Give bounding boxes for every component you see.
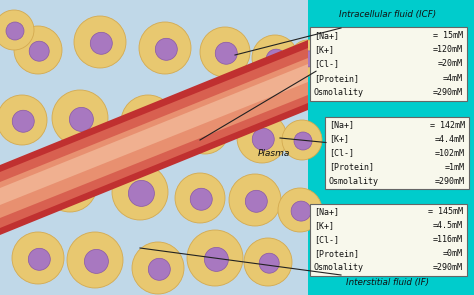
Circle shape bbox=[204, 248, 228, 271]
Circle shape bbox=[155, 38, 177, 60]
Circle shape bbox=[6, 22, 24, 40]
Circle shape bbox=[0, 10, 34, 50]
Circle shape bbox=[29, 41, 49, 61]
Polygon shape bbox=[0, 48, 308, 228]
Circle shape bbox=[244, 238, 292, 286]
FancyBboxPatch shape bbox=[325, 117, 469, 189]
Bar bbox=[308, 0, 474, 295]
Text: [K+]: [K+] bbox=[314, 222, 334, 230]
Circle shape bbox=[252, 35, 298, 81]
Polygon shape bbox=[0, 40, 308, 235]
Circle shape bbox=[67, 232, 123, 288]
Circle shape bbox=[291, 201, 311, 221]
Circle shape bbox=[301, 51, 317, 67]
Text: =116mM: =116mM bbox=[433, 235, 463, 245]
Circle shape bbox=[190, 188, 212, 210]
Circle shape bbox=[74, 16, 126, 68]
Text: =120mM: =120mM bbox=[433, 45, 463, 54]
Text: =290mM: =290mM bbox=[433, 88, 463, 97]
Text: [Na+]: [Na+] bbox=[314, 31, 339, 40]
Circle shape bbox=[195, 120, 217, 142]
Polygon shape bbox=[0, 58, 308, 218]
Circle shape bbox=[175, 173, 225, 223]
Text: = 15mM: = 15mM bbox=[433, 31, 463, 40]
Circle shape bbox=[128, 181, 155, 206]
Circle shape bbox=[28, 248, 50, 270]
Text: =290mM: =290mM bbox=[433, 263, 463, 273]
Circle shape bbox=[246, 190, 267, 212]
Text: =0mM: =0mM bbox=[443, 250, 463, 258]
Text: [Na+]: [Na+] bbox=[314, 207, 339, 217]
Text: =4.4mM: =4.4mM bbox=[435, 135, 465, 143]
Text: Osmolality: Osmolality bbox=[329, 176, 379, 186]
Circle shape bbox=[294, 132, 312, 150]
Circle shape bbox=[121, 95, 175, 149]
Text: = 145mM: = 145mM bbox=[428, 207, 463, 217]
Circle shape bbox=[237, 113, 287, 163]
Circle shape bbox=[69, 107, 93, 131]
Circle shape bbox=[229, 174, 281, 226]
Text: =4.5mM: =4.5mM bbox=[433, 222, 463, 230]
Circle shape bbox=[84, 249, 109, 273]
Text: =4mM: =4mM bbox=[443, 74, 463, 83]
Circle shape bbox=[0, 165, 41, 211]
Text: [Protein]: [Protein] bbox=[314, 74, 359, 83]
Text: =290mM: =290mM bbox=[435, 176, 465, 186]
Circle shape bbox=[0, 95, 47, 145]
Circle shape bbox=[52, 90, 108, 146]
Text: Intracellular fluid (ICF): Intracellular fluid (ICF) bbox=[339, 9, 437, 19]
Text: [Cl-]: [Cl-] bbox=[314, 235, 339, 245]
Circle shape bbox=[132, 242, 184, 294]
Text: Interstitial fluid (IF): Interstitial fluid (IF) bbox=[346, 278, 429, 286]
Circle shape bbox=[137, 111, 161, 135]
Text: [Cl-]: [Cl-] bbox=[314, 60, 339, 68]
Bar bbox=[0, 0, 308, 295]
Circle shape bbox=[266, 49, 286, 69]
Circle shape bbox=[14, 26, 62, 74]
Text: Plasma: Plasma bbox=[258, 148, 290, 158]
Circle shape bbox=[91, 32, 112, 54]
Polygon shape bbox=[0, 64, 308, 205]
Text: =102mM: =102mM bbox=[435, 148, 465, 158]
Circle shape bbox=[200, 27, 250, 77]
Circle shape bbox=[252, 128, 274, 150]
Text: = 142mM: = 142mM bbox=[430, 120, 465, 130]
Circle shape bbox=[181, 106, 229, 154]
FancyBboxPatch shape bbox=[310, 204, 467, 276]
Circle shape bbox=[282, 120, 322, 160]
Circle shape bbox=[139, 22, 191, 74]
Text: Osmolality: Osmolality bbox=[314, 263, 364, 273]
Circle shape bbox=[187, 230, 243, 286]
Text: =1mM: =1mM bbox=[445, 163, 465, 171]
Circle shape bbox=[43, 158, 97, 212]
FancyBboxPatch shape bbox=[310, 27, 467, 101]
Text: [Protein]: [Protein] bbox=[329, 163, 374, 171]
Circle shape bbox=[12, 232, 64, 284]
Circle shape bbox=[12, 110, 34, 132]
Circle shape bbox=[59, 174, 83, 198]
Text: [K+]: [K+] bbox=[329, 135, 349, 143]
Circle shape bbox=[9, 179, 29, 199]
Text: [K+]: [K+] bbox=[314, 45, 334, 54]
Text: [Na+]: [Na+] bbox=[329, 120, 354, 130]
Circle shape bbox=[290, 40, 326, 76]
Text: Osmolality: Osmolality bbox=[314, 88, 364, 97]
Circle shape bbox=[148, 258, 170, 280]
Circle shape bbox=[278, 188, 322, 232]
Circle shape bbox=[259, 253, 279, 273]
Circle shape bbox=[215, 42, 237, 64]
Text: [Cl-]: [Cl-] bbox=[329, 148, 354, 158]
Text: [Protein]: [Protein] bbox=[314, 250, 359, 258]
Circle shape bbox=[112, 164, 168, 220]
Text: =20mM: =20mM bbox=[438, 60, 463, 68]
